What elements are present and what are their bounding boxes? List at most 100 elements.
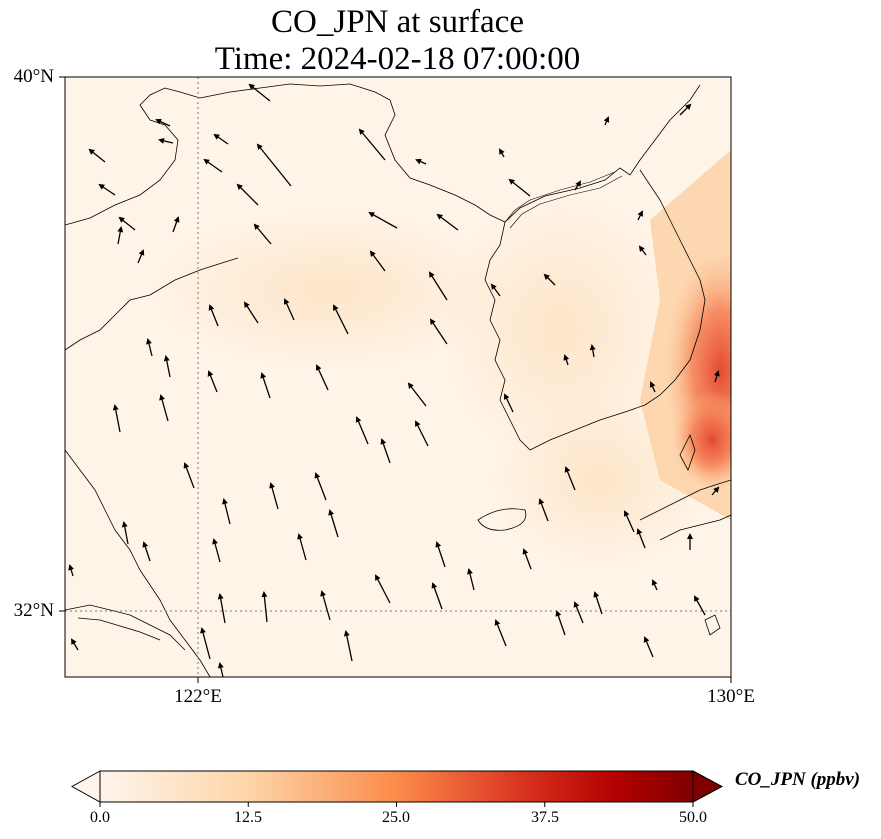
chart-subtitle: Time: 2024-02-18 07:00:00 [214, 41, 581, 77]
wind-vector-arrow [137, 249, 145, 264]
wind-vector-arrow [694, 595, 706, 616]
wind-vector-arrow [203, 158, 223, 173]
wind-vector-arrow [467, 568, 475, 591]
wind-vector-arrow [431, 582, 443, 610]
wind-vector-arrow [243, 301, 259, 324]
wind-vector-arrow [155, 118, 171, 127]
coastlines [65, 83, 731, 677]
wind-vector-arrow [589, 344, 596, 358]
wind-vector-arrow [368, 212, 398, 229]
wind-vector-arrow [315, 364, 329, 391]
wind-vector-arrow [212, 538, 221, 563]
colorbar-tick-label: 25.0 [382, 809, 410, 826]
wind-vector-arrow [217, 593, 226, 624]
wind-vector-arrow [407, 382, 427, 407]
wind-vector-arrow [200, 627, 211, 660]
wind-vector-arrow [142, 541, 151, 562]
map-frame [64, 76, 732, 678]
wind-vector-arrow [538, 498, 549, 522]
wind-vector-arrow [98, 183, 116, 196]
wind-vector-arrow [117, 226, 124, 245]
wind-vector-arrow [490, 283, 501, 297]
wind-vector-arrow [314, 472, 327, 501]
wind-vector-arrow [248, 83, 271, 102]
wind-vector-arrow [435, 541, 446, 568]
wind-vector-arrow [256, 143, 292, 187]
wind-vector-arrow [253, 223, 272, 245]
wind-vector-arrow [146, 338, 153, 357]
wind-vector-arrow [163, 355, 171, 378]
wind-vector-arrow [159, 394, 169, 422]
concentration-field [65, 77, 731, 677]
wind-vector-arrow [118, 216, 136, 231]
wind-vector-arrow [429, 318, 448, 345]
lon-tick-label-130: 130°E [707, 686, 755, 707]
gridlines [65, 77, 731, 677]
wind-vector-arrow [261, 591, 268, 623]
wind-vector-arrow [283, 298, 295, 321]
wind-vector-arrow [369, 250, 386, 272]
wind-vector-arrow [158, 137, 174, 144]
wind-vectors [68, 83, 720, 677]
wind-vector-arrow [217, 662, 224, 677]
wind-vector-arrow [415, 420, 429, 447]
wind-vector-arrow [68, 564, 75, 577]
wind-vector-arrow [380, 438, 391, 464]
wind-vector-arrow [428, 271, 448, 301]
lat-tick-label-32: 32°N [13, 600, 54, 621]
wind-vector-arrow [222, 498, 231, 525]
wind-vector-arrow [415, 158, 427, 165]
colorbar-tick-label: 50.0 [679, 809, 707, 826]
colorbar-tick-label: 0.0 [90, 809, 110, 826]
wind-vector-arrow [358, 128, 386, 161]
wind-vector-arrow [713, 370, 720, 383]
wind-vector-arrow [375, 574, 391, 604]
wind-vector-arrow [297, 533, 307, 561]
wind-vector-arrow [207, 370, 218, 393]
wind-vector-arrow [574, 180, 582, 191]
wind-vector-arrow [328, 509, 339, 538]
colorbar-label: CO_JPN (ppbv) [735, 769, 861, 790]
wind-vector-arrow [573, 601, 584, 624]
wind-vector-arrow [499, 148, 505, 158]
wind-vector-arrow [183, 462, 195, 489]
wind-vector-arrow [679, 103, 692, 116]
wind-vector-arrow [121, 521, 129, 545]
wind-vector-arrow [643, 636, 654, 658]
wind-vector-arrow [637, 210, 643, 221]
wind-vector-arrow [236, 183, 259, 206]
wind-vector-arrow [555, 610, 566, 636]
wind-vector-arrow [651, 579, 658, 591]
wind-vector-arrow [522, 548, 532, 570]
wind-vector-arrow [333, 304, 349, 335]
wind-vector-arrow [638, 245, 647, 256]
wind-vector-arrow [711, 486, 720, 496]
wind-vector-arrow [636, 528, 646, 549]
wind-vector-arrow [88, 148, 106, 163]
wind-vector-arrow [564, 466, 576, 491]
axis-ticks [59, 76, 732, 683]
wind-vector-arrow [213, 133, 229, 145]
wind-vector-arrow [355, 416, 369, 445]
chart-title: CO_JPN at surface [271, 4, 524, 40]
colorbar [70, 770, 724, 807]
wind-vector-arrow [112, 404, 121, 433]
colorbar-tick-label: 37.5 [531, 809, 559, 826]
wind-vector-arrow [508, 178, 531, 197]
wind-vector-arrow [172, 216, 180, 233]
wind-vector-arrow [343, 630, 353, 662]
wind-vector-arrow [593, 591, 603, 615]
wind-vector-arrow [623, 510, 635, 533]
colorbar-tick-label: 12.5 [234, 809, 262, 826]
wind-vector-arrow [503, 393, 514, 413]
wind-vector-arrow [436, 213, 459, 231]
wind-vector-arrow [543, 273, 556, 286]
wind-vector-arrow [208, 304, 219, 327]
lon-tick-label-122: 122°E [174, 686, 222, 707]
wind-vector-arrow [70, 638, 79, 651]
wind-vector-arrow [649, 381, 656, 393]
wind-vector-arrow [603, 116, 610, 126]
wind-vector-arrow [494, 619, 507, 647]
wind-vector-arrow [320, 590, 331, 621]
